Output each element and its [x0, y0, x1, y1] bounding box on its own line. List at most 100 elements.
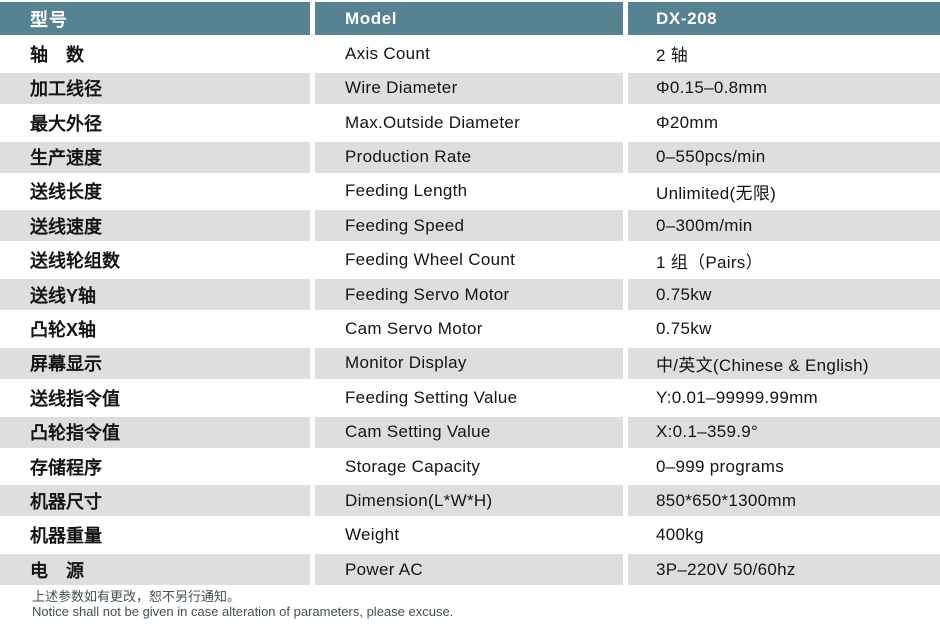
spec-label-cn: 存储程序	[30, 457, 102, 478]
table-body: 轴 数 Axis Count 2 轴 加工线径 Wire Diameter Φ0…	[0, 38, 940, 586]
spec-label-cn: 电 源	[30, 560, 84, 581]
spec-label-en-cell: Storage Capacity	[315, 451, 623, 483]
spec-label-en: Power AC	[345, 559, 423, 579]
spec-label-cn: 最大外径	[30, 113, 102, 134]
header-cell-model-number: DX-208	[628, 2, 940, 35]
spec-label-en-cell: Cam Setting Value	[315, 416, 623, 448]
spec-label-cn-cell: 机器重量	[0, 519, 310, 551]
spec-label-cn: 送线长度	[30, 182, 102, 203]
spec-value-cell: 0–999 programs	[628, 451, 940, 483]
spec-value-cell: 0.75kw	[628, 313, 940, 345]
spec-value: 1 组（Pairs）	[656, 252, 763, 272]
table-row: 加工线径 Wire Diameter Φ0.15–0.8mm	[0, 72, 940, 104]
table-row: 凸轮X轴 Cam Servo Motor 0.75kw	[0, 313, 940, 345]
spec-label-en-cell: Wire Diameter	[315, 72, 623, 104]
spec-label-en: Feeding Servo Motor	[345, 284, 510, 304]
table-row: 送线长度 Feeding Length Unlimited(无限)	[0, 175, 940, 207]
spec-value-cell: 0–300m/min	[628, 210, 940, 242]
spec-label-en: Feeding Length	[345, 181, 468, 201]
spec-label-en-cell: Monitor Display	[315, 347, 623, 379]
spec-value-cell: 0.75kw	[628, 279, 940, 311]
table-row: 电 源 Power AC 3P–220V 50/60hz	[0, 554, 940, 586]
spec-label-cn: 屏幕显示	[30, 354, 102, 375]
table-row: 屏幕显示 Monitor Display 中/英文(Chinese & Engl…	[0, 347, 940, 379]
spec-label-cn: 送线Y轴	[30, 285, 97, 306]
spec-label-cn-cell: 轴 数	[0, 38, 310, 70]
spec-label-cn-cell: 生产速度	[0, 141, 310, 173]
spec-label-en-cell: Feeding Servo Motor	[315, 279, 623, 311]
spec-label-en: Wire Diameter	[345, 78, 458, 98]
table-row: 机器重量 Weight 400kg	[0, 519, 940, 551]
spec-label-cn-cell: 屏幕显示	[0, 347, 310, 379]
spec-value: X:0.1–359.9°	[656, 422, 759, 442]
spec-label-en: Max.Outside Diameter	[345, 112, 521, 132]
spec-label-cn: 轴 数	[30, 44, 84, 65]
spec-label-en: Feeding Wheel Count	[345, 250, 516, 270]
footer-note: 上述参数如有更改，恕不另行通知。 Notice shall not be giv…	[0, 589, 940, 619]
spec-value: 3P–220V 50/60hz	[656, 559, 796, 579]
spec-value-cell: 中/英文(Chinese & English)	[628, 347, 940, 379]
table-row: 送线速度 Feeding Speed 0–300m/min	[0, 210, 940, 242]
spec-label-en-cell: Feeding Wheel Count	[315, 244, 623, 276]
spec-value: 400kg	[656, 525, 704, 545]
spec-label-cn-cell: 存储程序	[0, 451, 310, 483]
spec-value: 中/英文(Chinese & English)	[656, 355, 869, 375]
spec-label-cn: 送线轮组数	[30, 251, 120, 272]
spec-label-en-cell: Feeding Speed	[315, 210, 623, 242]
spec-label-cn: 凸轮指令值	[30, 423, 120, 444]
spec-value-cell: 3P–220V 50/60hz	[628, 554, 940, 586]
spec-label-en-cell: Weight	[315, 519, 623, 551]
table-row: 生产速度 Production Rate 0–550pcs/min	[0, 141, 940, 173]
spec-value-cell: Y:0.01–99999.99mm	[628, 382, 940, 414]
spec-value: 0–999 programs	[656, 456, 784, 476]
header-label-cn: 型号	[30, 9, 68, 30]
footer-note-cn: 上述参数如有更改，恕不另行通知。	[32, 589, 241, 605]
table-row: 最大外径 Max.Outside Diameter Φ20mm	[0, 107, 940, 139]
spec-value-cell: 0–550pcs/min	[628, 141, 940, 173]
spec-label-cn: 机器重量	[30, 526, 102, 547]
table-row: 送线Y轴 Feeding Servo Motor 0.75kw	[0, 279, 940, 311]
spec-label-en-cell: Power AC	[315, 554, 623, 586]
spec-label-cn-cell: 凸轮指令值	[0, 416, 310, 448]
table-row: 存储程序 Storage Capacity 0–999 programs	[0, 451, 940, 483]
header-cell-cn: 型号	[0, 2, 310, 35]
spec-label-cn-cell: 送线轮组数	[0, 244, 310, 276]
spec-value-cell: Φ20mm	[628, 107, 940, 139]
spec-label-en-cell: Max.Outside Diameter	[315, 107, 623, 139]
spec-label-en: Cam Servo Motor	[345, 319, 483, 339]
spec-value-cell: 2 轴	[628, 38, 940, 70]
header-label-model: Model	[345, 8, 398, 28]
spec-value-cell: 400kg	[628, 519, 940, 551]
table-row: 凸轮指令值 Cam Setting Value X:0.1–359.9°	[0, 416, 940, 448]
spec-label-cn-cell: 加工线径	[0, 72, 310, 104]
table-row: 送线指令值 Feeding Setting Value Y:0.01–99999…	[0, 382, 940, 414]
spec-label-cn-cell: 凸轮X轴	[0, 313, 310, 345]
spec-value: Φ0.15–0.8mm	[656, 78, 768, 98]
spec-label-en: Feeding Speed	[345, 215, 465, 235]
spec-label-cn-cell: 送线指令值	[0, 382, 310, 414]
spec-label-cn: 凸轮X轴	[30, 320, 97, 341]
spec-value: 0–300m/min	[656, 215, 753, 235]
spec-label-cn: 送线指令值	[30, 388, 120, 409]
spec-value: 850*650*1300mm	[656, 490, 797, 510]
header-cell-model: Model	[315, 2, 623, 35]
table-row: 机器尺寸 Dimension(L*W*H) 850*650*1300mm	[0, 485, 940, 517]
spec-label-en-cell: Feeding Length	[315, 175, 623, 207]
spec-label-cn-cell: 电 源	[0, 554, 310, 586]
spec-label-cn-cell: 送线长度	[0, 175, 310, 207]
spec-label-en: Monitor Display	[345, 353, 467, 373]
spec-label-cn-cell: 送线Y轴	[0, 279, 310, 311]
spec-value: Φ20mm	[656, 112, 719, 132]
spec-label-cn-cell: 最大外径	[0, 107, 310, 139]
spec-value-cell: Φ0.15–0.8mm	[628, 72, 940, 104]
spec-label-en: Storage Capacity	[345, 456, 481, 476]
table-row: 送线轮组数 Feeding Wheel Count 1 组（Pairs）	[0, 244, 940, 276]
spec-label-en: Production Rate	[345, 147, 472, 167]
spec-label-cn: 加工线径	[30, 79, 102, 100]
spec-value: 0.75kw	[656, 284, 712, 304]
spec-label-en-cell: Dimension(L*W*H)	[315, 485, 623, 517]
header-label-model-number: DX-208	[656, 8, 718, 28]
spec-label-cn-cell: 送线速度	[0, 210, 310, 242]
spec-label-en: Dimension(L*W*H)	[345, 490, 493, 510]
spec-value-cell: Unlimited(无限)	[628, 175, 940, 207]
